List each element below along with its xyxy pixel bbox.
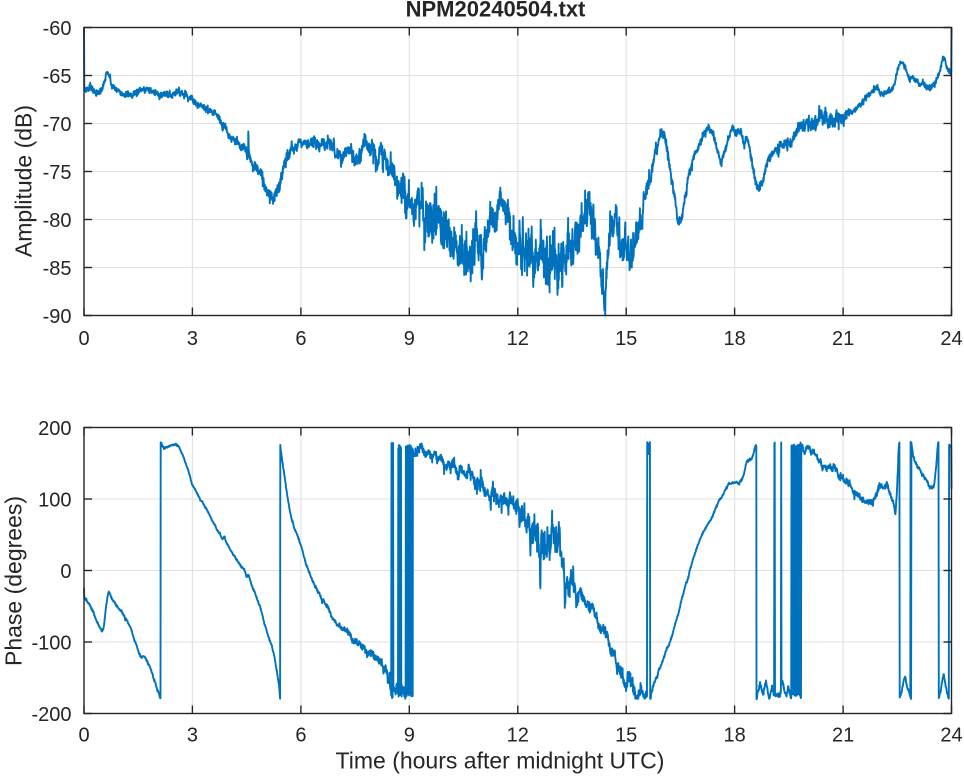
svg-text:Time (hours after midnight UTC: Time (hours after midnight UTC) (336, 748, 665, 774)
svg-text:-70: -70 (43, 114, 72, 136)
svg-text:18: 18 (723, 725, 745, 747)
svg-text:0: 0 (78, 725, 89, 747)
svg-text:24: 24 (940, 725, 962, 747)
svg-text:Amplitude (dB): Amplitude (dB) (11, 105, 37, 257)
svg-text:-80: -80 (43, 210, 72, 232)
svg-text:21: 21 (832, 725, 854, 747)
svg-text:24: 24 (940, 328, 962, 350)
svg-text:-85: -85 (43, 258, 72, 280)
svg-text:0: 0 (78, 328, 89, 350)
svg-text:-65: -65 (43, 66, 72, 88)
svg-text:6: 6 (295, 725, 306, 747)
svg-text:-100: -100 (31, 632, 71, 654)
svg-text:100: 100 (38, 489, 71, 511)
svg-text:-75: -75 (43, 162, 72, 184)
svg-text:15: 15 (615, 328, 637, 350)
svg-text:Phase (degrees): Phase (degrees) (1, 496, 27, 666)
svg-text:12: 12 (507, 328, 529, 350)
svg-text:15: 15 (615, 725, 637, 747)
svg-text:-60: -60 (43, 18, 72, 40)
svg-text:18: 18 (723, 328, 745, 350)
svg-text:3: 3 (187, 328, 198, 350)
svg-text:3: 3 (187, 725, 198, 747)
svg-text:-200: -200 (31, 704, 71, 726)
svg-text:9: 9 (404, 328, 415, 350)
svg-text:12: 12 (507, 725, 529, 747)
svg-text:200: 200 (38, 418, 71, 440)
svg-text:NPM20240504.txt: NPM20240504.txt (406, 0, 586, 22)
svg-text:-90: -90 (43, 306, 72, 328)
svg-text:0: 0 (60, 561, 71, 583)
svg-text:6: 6 (295, 328, 306, 350)
svg-text:21: 21 (832, 328, 854, 350)
svg-text:9: 9 (404, 725, 415, 747)
